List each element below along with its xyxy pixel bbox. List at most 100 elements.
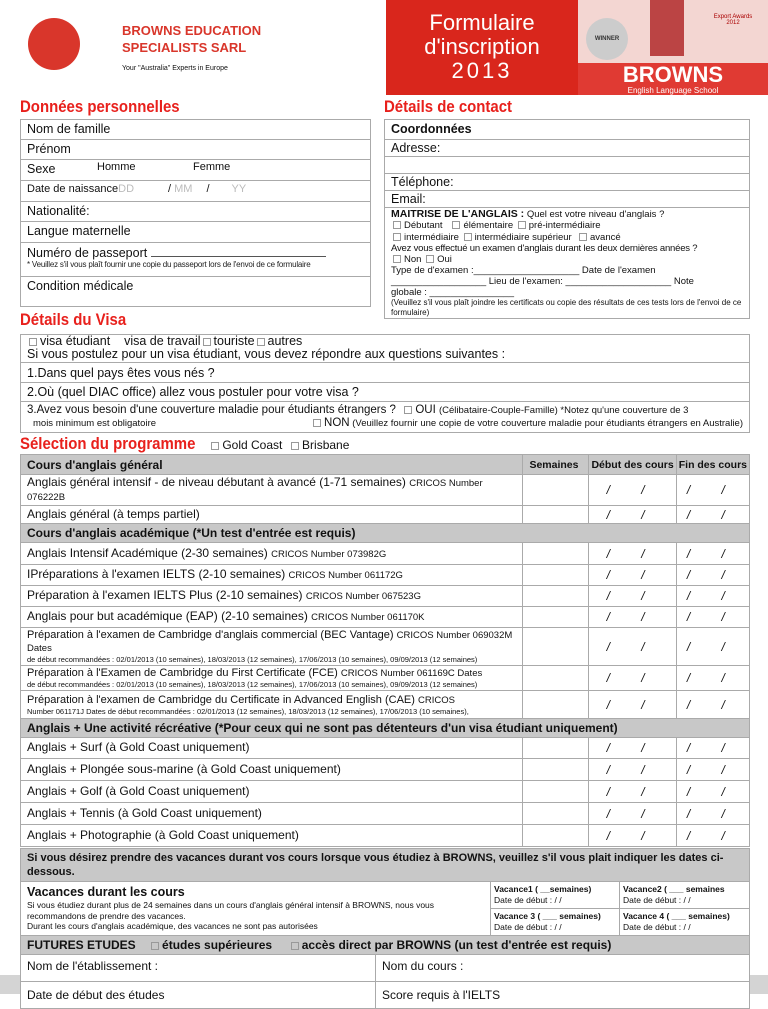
- holiday-3[interactable]: Vacance 3 ( ___ semaines) Date de début :…: [491, 909, 620, 935]
- weeks-field[interactable]: [522, 627, 590, 666]
- checkbox[interactable]: [290, 941, 299, 950]
- holiday-4[interactable]: Vacance 4 ( ___ semaines) Date de début :…: [620, 909, 749, 935]
- checkbox[interactable]: [463, 233, 472, 242]
- course-dates: Number 061171J Dates de début recommandé…: [27, 706, 469, 716]
- medical-field[interactable]: Condition médicale: [21, 277, 370, 306]
- start-date-field[interactable]: / /: [588, 737, 677, 759]
- weeks-field[interactable]: [522, 585, 590, 607]
- start-date-field[interactable]: / /: [588, 824, 677, 847]
- end-date-field[interactable]: / /: [675, 737, 751, 759]
- mother-tongue-field[interactable]: Langue maternelle: [21, 222, 370, 243]
- start-date-field[interactable]: / /: [588, 665, 677, 691]
- start-date-field[interactable]: / /: [588, 758, 677, 781]
- checkbox[interactable]: [393, 233, 401, 242]
- holiday-2[interactable]: Vacance2 ( ___ semaines Date de début : /…: [620, 882, 749, 909]
- checkbox[interactable]: [579, 233, 588, 242]
- address-line2[interactable]: [385, 157, 749, 174]
- course-name: Anglais Intensif Académique (2-30 semain…: [27, 545, 268, 560]
- start-date-field[interactable]: Date de début des études: [20, 982, 376, 1009]
- end-date-field[interactable]: / /: [675, 627, 751, 666]
- checkbox[interactable]: [393, 255, 401, 264]
- q2-field[interactable]: 2.Où (quel DIAC office) allez vous postu…: [21, 383, 749, 402]
- end-date-field[interactable]: / /: [675, 505, 751, 524]
- cricos-number: CRICOS Number 073982G: [271, 548, 387, 560]
- label: Prénom: [27, 142, 71, 156]
- sex-field[interactable]: Sexe Homme Femme: [21, 160, 370, 181]
- exam-type-field[interactable]: Type de d'examen :____________________ D…: [391, 265, 656, 276]
- end-date-field[interactable]: / /: [675, 585, 751, 607]
- end-date-field[interactable]: / /: [675, 824, 751, 847]
- checkbox[interactable]: [211, 441, 220, 450]
- weeks-field[interactable]: [522, 564, 590, 586]
- checkbox[interactable]: [29, 337, 37, 346]
- label: Adresse:: [391, 141, 441, 155]
- nationality-field[interactable]: Nationalité:: [21, 202, 370, 222]
- female-option[interactable]: Femme: [193, 161, 231, 173]
- checkbox[interactable]: [291, 441, 300, 450]
- location-option: Gold Coast: [222, 438, 283, 452]
- start-date-field[interactable]: / /: [588, 564, 677, 586]
- start-date-field[interactable]: / /: [588, 542, 677, 565]
- phone-field[interactable]: Téléphone:: [385, 174, 749, 191]
- weeks-field[interactable]: [522, 474, 590, 506]
- address-field[interactable]: Adresse:: [385, 140, 749, 157]
- end-date-field[interactable]: / /: [675, 665, 751, 691]
- checkbox[interactable]: [151, 941, 160, 950]
- weeks-field[interactable]: [522, 665, 590, 691]
- checkbox[interactable]: [313, 419, 322, 428]
- email-field[interactable]: Email:: [385, 191, 749, 208]
- weeks-field[interactable]: [522, 606, 590, 628]
- start-date-field[interactable]: / /: [588, 606, 677, 628]
- start-date-field[interactable]: / /: [588, 474, 677, 506]
- course-field[interactable]: Nom du cours :: [376, 955, 750, 982]
- start-date-field[interactable]: / /: [588, 505, 677, 524]
- ielts-field[interactable]: Score requis à l'IELTS: [376, 982, 750, 1009]
- mm-placeholder: MM: [174, 183, 193, 195]
- checkbox[interactable]: [202, 337, 211, 346]
- weeks-field[interactable]: [522, 802, 590, 825]
- end-date-field[interactable]: / /: [675, 542, 751, 565]
- checkbox[interactable]: [404, 405, 413, 414]
- q1-field[interactable]: 1.Dans quel pays êtes vous nés ?: [21, 363, 749, 383]
- course-name: Anglais + Photographie (à Gold Coast uni…: [27, 827, 299, 842]
- end-date-field[interactable]: / /: [675, 474, 751, 506]
- end-date-field[interactable]: / /: [675, 606, 751, 628]
- first-name-field[interactable]: Prénom: [21, 140, 370, 160]
- end-date-field[interactable]: / /: [675, 758, 751, 781]
- cricos-number: CRICOS: [417, 694, 455, 706]
- checkbox[interactable]: [256, 337, 265, 346]
- start-date-field[interactable]: / /: [588, 802, 677, 825]
- end-date-field[interactable]: / /: [675, 780, 751, 803]
- start-date-field[interactable]: / /: [588, 627, 677, 666]
- exam-question: Avez vous effectué un examen d'anglais d…: [391, 243, 698, 254]
- visa-option: touriste: [213, 334, 255, 348]
- weeks-field[interactable]: [522, 824, 590, 847]
- q1-label: Dans quel pays êtes vous nés ?: [37, 366, 215, 380]
- dob-field[interactable]: Date de naissanceDD / MM / YY: [21, 181, 370, 202]
- checkbox[interactable]: [426, 255, 435, 264]
- last-name-field[interactable]: Nom de famille: [21, 120, 370, 140]
- score-field[interactable]: globale : ________________: [391, 287, 515, 298]
- start-date-field[interactable]: / /: [588, 585, 677, 607]
- exam-place-field[interactable]: __________________ Lieu de l'examen: ___…: [391, 276, 694, 287]
- end-date-field[interactable]: / /: [675, 564, 751, 586]
- weeks-field[interactable]: [522, 690, 590, 719]
- weeks-field[interactable]: [522, 505, 590, 524]
- start-date-field[interactable]: / /: [588, 690, 677, 719]
- end-date-field[interactable]: / /: [675, 802, 751, 825]
- weeks-field[interactable]: [522, 737, 590, 759]
- weeks-field[interactable]: [522, 758, 590, 781]
- weeks-field[interactable]: [522, 542, 590, 565]
- start-date-field[interactable]: / /: [588, 780, 677, 803]
- institution-field[interactable]: Nom de l'établissement :: [20, 955, 376, 982]
- checkbox[interactable]: [393, 221, 401, 230]
- weeks-field[interactable]: [522, 780, 590, 803]
- male-option[interactable]: Homme: [97, 161, 136, 173]
- label: Vacance1 ( __semaines): [494, 884, 592, 894]
- course-row: Anglais Intensif Académique (2-30 semain…: [19, 542, 751, 565]
- holiday-1[interactable]: Vacance1 ( __semaines) Date de début : / …: [491, 882, 620, 909]
- passport-field[interactable]: Numéro de passeport * Veuillez s'il vous…: [21, 243, 370, 277]
- end-date-field[interactable]: / /: [675, 690, 751, 719]
- checkbox[interactable]: [517, 221, 526, 230]
- checkbox[interactable]: [452, 221, 461, 230]
